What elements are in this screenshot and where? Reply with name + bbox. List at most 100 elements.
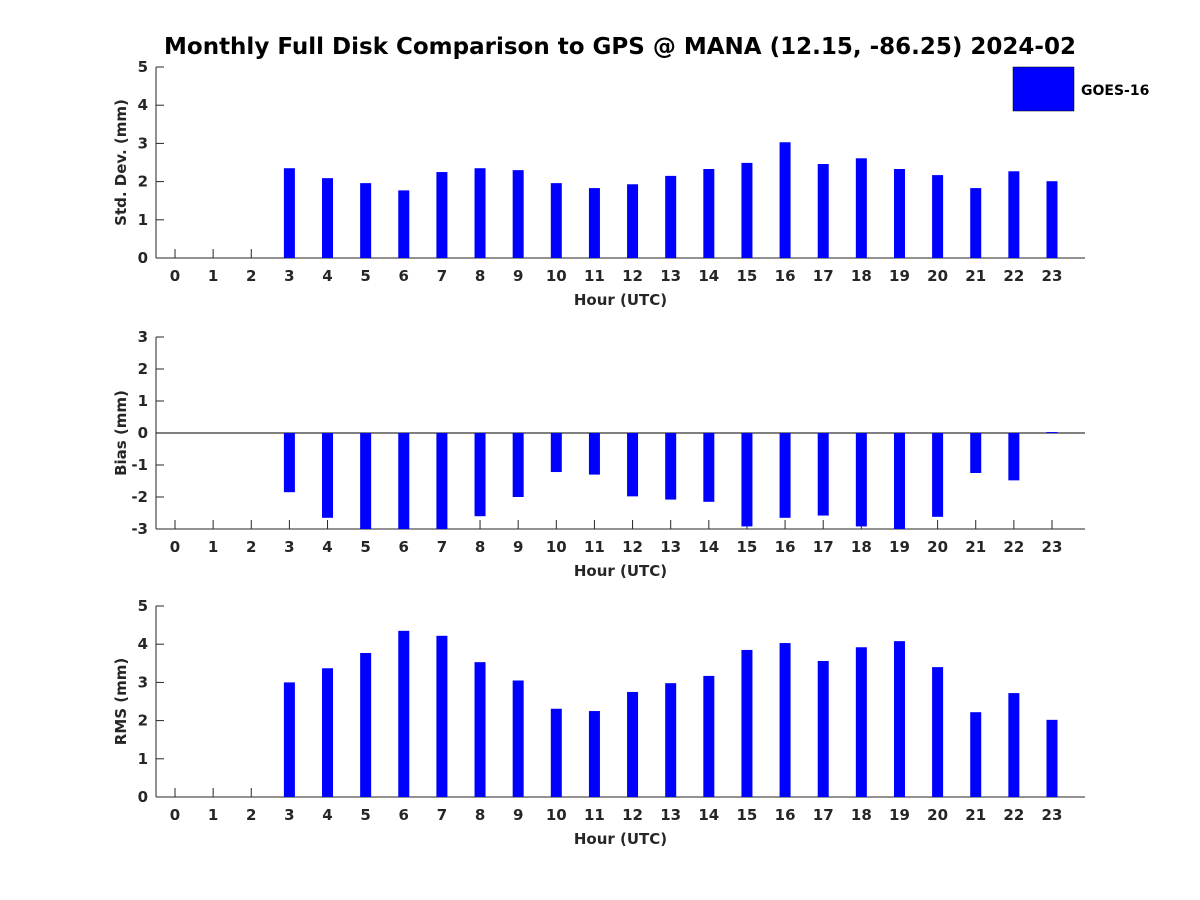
bar-bias-hour-13 [665,433,677,500]
x-tick-label: 21 [965,806,986,824]
bar-bias-hour-16 [779,433,791,518]
x-tick-label: 6 [399,538,409,556]
bar-rms-hour-17 [817,661,829,797]
x-tick-label: 0 [170,806,180,824]
x-tick-label: 8 [475,267,485,285]
bar-rms-hour-19 [893,641,905,797]
bar-bias-hour-10 [550,433,562,473]
x-tick-label: 6 [399,267,409,285]
y-tick-label: 2 [138,712,148,730]
bar-std-dev-hour-9 [512,170,524,258]
x-tick-label: 2 [246,806,256,824]
bar-std-dev-hour-4 [322,178,334,258]
x-tick-label: 11 [584,806,605,824]
bar-rms-hour-21 [970,712,982,797]
x-tick-label: 4 [322,267,332,285]
chart-title: Monthly Full Disk Comparison to GPS @ MA… [164,34,1076,60]
x-tick-label: 22 [1003,538,1024,556]
bar-rms-hour-9 [512,680,524,797]
bar-std-dev-hour-7 [436,172,448,258]
bar-bias-hour-5 [360,433,372,529]
bar-rms-hour-6 [398,630,410,797]
x-tick-label: 3 [284,806,294,824]
bar-bias-hour-3 [283,433,295,493]
x-tick-label: 5 [360,538,370,556]
bar-rms-hour-15 [741,649,753,797]
x-tick-label: 1 [208,538,218,556]
bar-rms-hour-4 [322,668,334,797]
x-tick-label: 2 [246,267,256,285]
y-tick-label: 5 [138,58,148,76]
bar-bias-hour-22 [1008,433,1020,481]
x-tick-label: 2 [246,538,256,556]
bar-std-dev-hour-17 [817,164,829,258]
x-tick-label: 4 [322,538,332,556]
y-tick-label: -1 [131,456,148,474]
x-tick-label: 15 [737,538,758,556]
x-tick-label: 14 [698,806,719,824]
x-tick-label: 10 [546,267,567,285]
x-tick-label: 12 [622,806,643,824]
bar-rms-hour-14 [703,675,715,797]
x-tick-label: 10 [546,538,567,556]
y-tick-label: 1 [138,211,148,229]
x-tick-label: 6 [399,806,409,824]
y-axis-label: RMS (mm) [112,658,130,745]
bar-std-dev-hour-20 [932,175,944,258]
x-tick-label: 3 [284,538,294,556]
x-tick-label: 8 [475,806,485,824]
bar-bias-hour-14 [703,433,715,502]
bar-std-dev-hour-8 [474,168,486,258]
x-tick-label: 18 [851,806,872,824]
x-tick-label: 14 [698,538,719,556]
x-tick-label: 19 [889,538,910,556]
legend-label: GOES-16 [1081,83,1149,99]
bar-std-dev-hour-22 [1008,171,1020,258]
y-tick-label: 3 [138,673,148,691]
y-tick-label: -3 [131,520,148,538]
x-tick-label: 18 [851,267,872,285]
x-tick-label: 17 [813,538,834,556]
bar-std-dev-hour-5 [360,183,372,258]
x-tick-label: 22 [1003,267,1024,285]
y-axis-label: Std. Dev. (mm) [112,99,130,226]
bar-bias-hour-17 [817,433,829,516]
x-tick-label: 7 [437,538,447,556]
y-tick-label: 2 [138,173,148,191]
x-tick-label: 13 [660,806,681,824]
x-tick-label: 7 [437,806,447,824]
bar-bias-hour-19 [893,433,905,529]
bar-bias-hour-18 [855,433,867,527]
x-tick-label: 17 [813,806,834,824]
y-tick-label: 1 [138,392,148,410]
bar-std-dev-hour-11 [588,188,600,258]
bar-rms-hour-3 [283,682,295,797]
x-axis-label: Hour (UTC) [574,830,667,848]
x-tick-label: 16 [775,267,796,285]
bar-std-dev-hour-23 [1046,181,1058,258]
y-tick-label: 4 [138,635,148,653]
x-tick-label: 9 [513,538,523,556]
bar-rms-hour-5 [360,652,372,797]
bar-std-dev-hour-12 [627,184,639,258]
bar-bias-hour-6 [398,433,410,529]
y-tick-label: 1 [138,750,148,768]
bar-bias-hour-20 [932,433,944,517]
bar-rms-hour-8 [474,662,486,797]
legend: GOES-16 [1012,66,1149,112]
x-tick-label: 9 [513,806,523,824]
x-tick-label: 23 [1042,806,1063,824]
x-tick-label: 15 [737,267,758,285]
x-axis-label: Hour (UTC) [574,562,667,580]
x-tick-label: 13 [660,267,681,285]
bar-bias-hour-21 [970,433,982,473]
x-tick-label: 9 [513,267,523,285]
bar-bias-hour-15 [741,433,753,527]
x-tick-label: 11 [584,538,605,556]
bar-rms-hour-16 [779,643,791,797]
bar-bias-hour-7 [436,433,448,529]
bar-rms-hour-7 [436,635,448,797]
